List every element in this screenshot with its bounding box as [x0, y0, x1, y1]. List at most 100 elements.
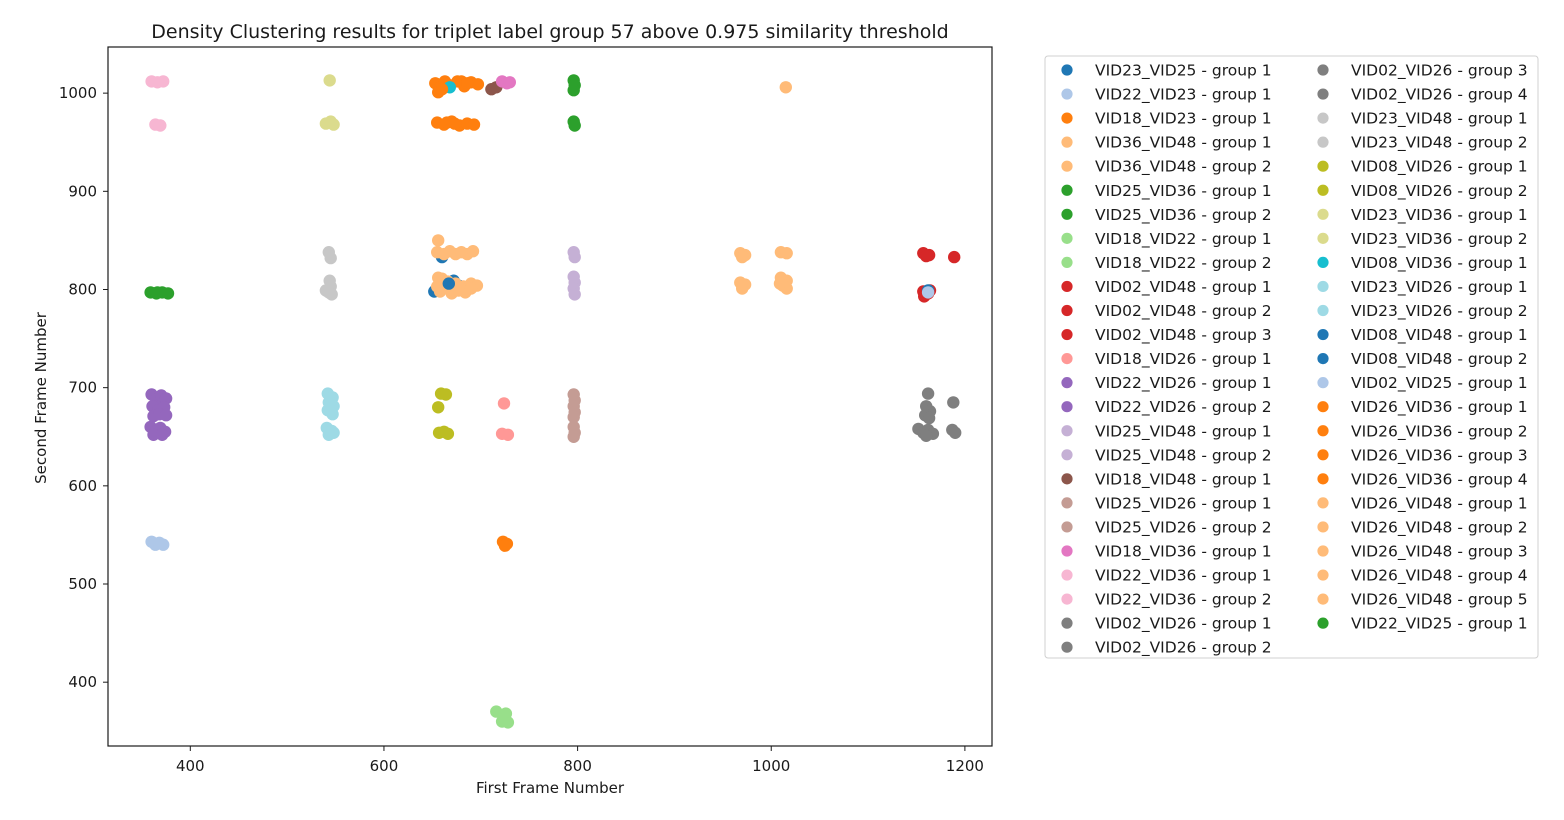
legend-label: VID26_VID48 - group 3 — [1351, 543, 1528, 562]
series-vid25-vid48-group-2 — [567, 270, 581, 301]
legend-label: VID26_VID36 - group 1 — [1351, 398, 1528, 417]
data-point-vid36-vid48-group-2-7 — [432, 271, 445, 284]
legend-label: VID26_VID48 - group 2 — [1351, 518, 1528, 537]
legend-marker — [1061, 617, 1073, 629]
legend-marker — [1317, 545, 1329, 557]
legend-marker — [1317, 256, 1329, 268]
data-point-vid18-vid36-group-1-3 — [503, 76, 516, 89]
x-tick-label: 600 — [370, 757, 399, 775]
legend-label: VID23_VID36 - group 1 — [1351, 206, 1528, 225]
legend-label: VID23_VID25 - group 1 — [1095, 62, 1272, 81]
data-point-vid22-vid23-group-1-4 — [157, 538, 170, 551]
data-point-vid25-vid36-group-1-3 — [567, 84, 580, 97]
series-vid08-vid48-group-2 — [442, 277, 455, 290]
series-vid18-vid36-group-1 — [495, 75, 516, 90]
legend-marker — [1317, 280, 1329, 293]
series-vid23-vid36-group-2 — [319, 115, 340, 131]
series-vid26-vid48-group-4 — [773, 271, 793, 295]
x-tick-label: 400 — [176, 757, 205, 775]
y-tick-label: 900 — [68, 182, 97, 200]
legend-marker — [1061, 425, 1073, 437]
series-vid23-vid48-group-1 — [322, 246, 337, 265]
data-point-vid23-vid26-group-2-4 — [327, 426, 340, 439]
legend-marker — [1317, 353, 1329, 365]
legend-item: VID08_VID26 - group 2 — [1317, 182, 1528, 201]
data-point-vid18-vid26-group-1-1 — [497, 397, 511, 410]
legend-marker — [1061, 473, 1073, 485]
legend-item: VID08_VID48 - group 2 — [1317, 350, 1528, 369]
series-vid25-vid36-group-1 — [567, 74, 581, 132]
data-point-vid23-vid36-group-2-3 — [327, 118, 340, 131]
series-vid26-vid48-group-1 — [734, 247, 752, 264]
data-point-vid23-vid36-group-1-1 — [323, 74, 336, 87]
data-point-vid36-vid48-group-2-6 — [464, 282, 478, 295]
series-vid22-vid36-group-1 — [145, 75, 170, 89]
data-point-vid18-vid22-group-2-2 — [501, 716, 515, 729]
legend-label: VID25_VID26 - group 1 — [1095, 494, 1272, 513]
legend-item: VID22_VID36 - group 2 — [1061, 591, 1272, 610]
data-point-vid26-vid48-group-4-5 — [773, 277, 787, 290]
data-point-vid36-vid48-group-1-8 — [432, 234, 445, 247]
legend-item: VID23_VID48 - group 1 — [1317, 110, 1528, 129]
legend-marker — [1061, 232, 1073, 244]
legend-marker — [1061, 88, 1073, 100]
legend-marker — [1317, 304, 1329, 317]
legend-item: VID02_VID48 - group 2 — [1061, 302, 1272, 321]
legend-marker — [1061, 328, 1073, 341]
legend-marker — [1061, 641, 1073, 653]
legend-item: VID36_VID48 - group 1 — [1061, 134, 1272, 153]
legend-item: VID22_VID23 - group 1 — [1061, 86, 1272, 105]
legend-marker — [1061, 184, 1073, 196]
legend-item: VID02_VID26 - group 1 — [1061, 615, 1272, 634]
legend-label: VID18_VID48 - group 1 — [1095, 470, 1272, 489]
legend-item: VID22_VID26 - group 1 — [1061, 374, 1272, 393]
series-vid23-vid48-group-2 — [319, 274, 338, 301]
legend-item: VID02_VID25 - group 1 — [1317, 374, 1528, 393]
legend-item: VID26_VID36 - group 3 — [1317, 446, 1528, 465]
y-tick-label: 700 — [68, 379, 97, 397]
data-point-vid22-vid36-group-1-3 — [157, 75, 170, 88]
legend-label: VID26_VID48 - group 4 — [1351, 567, 1528, 586]
data-point-vid23-vid48-group-2-5 — [319, 284, 333, 297]
legend-item: VID22_VID25 - group 1 — [1317, 615, 1528, 634]
legend-marker — [1317, 497, 1329, 509]
legend-label: VID22_VID26 - group 2 — [1095, 398, 1272, 417]
legend-marker — [1317, 208, 1329, 220]
legend-marker — [1317, 401, 1329, 413]
y-axis-label: Second Frame Number — [32, 311, 50, 484]
legend-label: VID23_VID36 - group 2 — [1351, 230, 1528, 249]
legend-item: VID02_VID48 - group 3 — [1061, 326, 1272, 345]
data-point-vid18-vid23-group-1-15 — [467, 118, 481, 131]
series-vid26-vid48-group-5 — [779, 81, 792, 94]
legend-marker — [1317, 160, 1329, 172]
legend-item: VID22_VID36 - group 1 — [1061, 567, 1272, 586]
data-point-vid25-vid48-group-2-4 — [568, 288, 581, 301]
series-vid22-vid36-group-2 — [149, 118, 167, 132]
legend-label: VID23_VID48 - group 1 — [1351, 110, 1528, 129]
series-vid25-vid48-group-1 — [567, 246, 581, 264]
data-point-vid18-vid26-group-1-3 — [501, 428, 515, 441]
legend-marker — [1317, 377, 1329, 389]
legend-label: VID02_VID26 - group 1 — [1095, 615, 1272, 634]
series-vid25-vid26-group-1 — [567, 388, 581, 424]
legend-item: VID26_VID48 - group 5 — [1317, 591, 1528, 610]
legend-marker — [1061, 160, 1073, 172]
legend-frame — [1044, 55, 1539, 659]
legend-item: VID23_VID48 - group 2 — [1317, 134, 1528, 153]
series-vid23-vid36-group-1 — [323, 74, 336, 87]
data-point-vid26-vid36-group-2-2 — [461, 77, 474, 90]
legend-marker — [1061, 449, 1073, 461]
series-vid02-vid26-group-2 — [919, 400, 937, 425]
y-tick-label: 800 — [68, 280, 97, 298]
series-vid02-vid25-group-1 — [921, 286, 935, 299]
data-point-vid25-vid36-group-2-4 — [161, 287, 175, 300]
data-point-vid26-vid36-group-3-2 — [448, 117, 461, 130]
series-vid02-vid48-group-3 — [948, 250, 961, 264]
legend-item: VID18_VID36 - group 1 — [1061, 543, 1272, 562]
y-tick-label: 400 — [68, 673, 97, 691]
legend-marker — [1317, 449, 1329, 461]
legend: VID23_VID25 - group 1 VID22_VID23 - group… — [1044, 55, 1539, 659]
series-vid25-vid26-group-2 — [567, 420, 581, 443]
data-point-vid25-vid36-group-1-5 — [568, 119, 581, 132]
legend-marker — [1061, 401, 1073, 413]
